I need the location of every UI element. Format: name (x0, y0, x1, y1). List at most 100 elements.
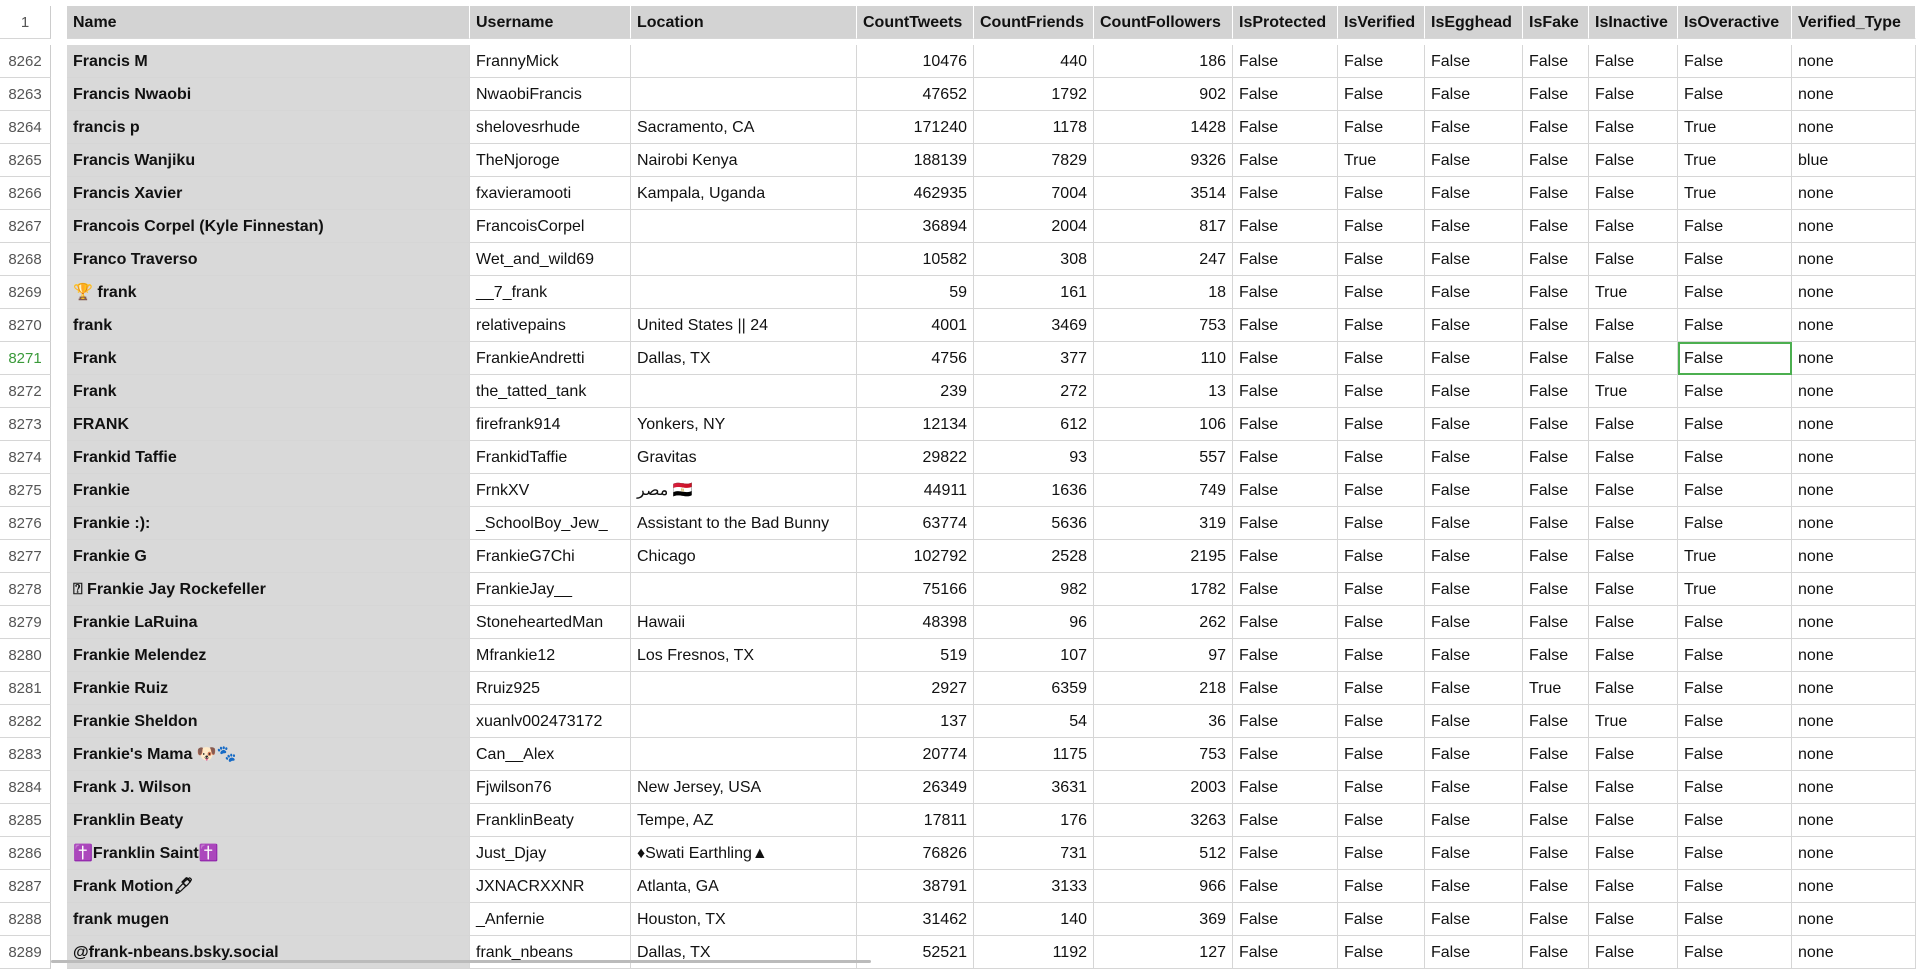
cell[interactable]: Atlanta, GA (631, 870, 857, 903)
cell[interactable]: Tempe, AZ (631, 804, 857, 837)
cell[interactable]: False (1233, 78, 1338, 111)
cell[interactable]: Wet_and_wild69 (470, 243, 631, 276)
cell[interactable]: 186 (1094, 45, 1233, 78)
cell[interactable]: Nairobi Kenya (631, 144, 857, 177)
cell[interactable]: False (1425, 408, 1523, 441)
cell[interactable]: False (1678, 606, 1792, 639)
cell[interactable]: 36894 (857, 210, 974, 243)
cell[interactable]: False (1338, 309, 1425, 342)
cell[interactable]: False (1338, 507, 1425, 540)
cell[interactable]: False (1425, 804, 1523, 837)
cell[interactable]: False (1589, 111, 1678, 144)
cell[interactable]: 20774 (857, 738, 974, 771)
cell[interactable]: False (1523, 573, 1589, 606)
cell[interactable]: Can__Alex (470, 738, 631, 771)
cell[interactable]: False (1678, 210, 1792, 243)
cell[interactable]: False (1425, 573, 1523, 606)
cell[interactable]: False (1523, 804, 1589, 837)
cell[interactable]: 902 (1094, 78, 1233, 111)
cell[interactable]: none (1792, 474, 1916, 507)
cell[interactable]: False (1338, 441, 1425, 474)
cell[interactable]: 4756 (857, 342, 974, 375)
cell[interactable]: False (1523, 540, 1589, 573)
cell[interactable]: Frankie's Mama 🐶🐾 (67, 738, 470, 771)
cell[interactable]: False (1233, 210, 1338, 243)
cell[interactable]: 817 (1094, 210, 1233, 243)
cell[interactable]: 982 (974, 573, 1094, 606)
cell[interactable]: False (1338, 804, 1425, 837)
column-header[interactable]: CountFriends (974, 6, 1094, 39)
cell[interactable]: Kampala, Uganda (631, 177, 857, 210)
cell[interactable]: True (1678, 573, 1792, 606)
cell[interactable]: True (1589, 276, 1678, 309)
cell[interactable]: False (1233, 936, 1338, 969)
cell[interactable]: none (1792, 507, 1916, 540)
cell[interactable]: New Jersey, USA (631, 771, 857, 804)
cell[interactable]: 7004 (974, 177, 1094, 210)
cell[interactable]: False (1338, 639, 1425, 672)
cell[interactable]: False (1523, 144, 1589, 177)
cell[interactable]: False (1338, 705, 1425, 738)
cell[interactable]: False (1338, 606, 1425, 639)
cell[interactable]: francis p (67, 111, 470, 144)
cell[interactable]: JXNACRXXNR (470, 870, 631, 903)
cell[interactable]: False (1589, 870, 1678, 903)
cell[interactable]: FrankidTaffie (470, 441, 631, 474)
cell[interactable]: False (1233, 276, 1338, 309)
cell[interactable]: False (1425, 606, 1523, 639)
cell[interactable]: 519 (857, 639, 974, 672)
cell[interactable]: Francois Corpel (Kyle Finnestan) (67, 210, 470, 243)
cell[interactable]: False (1338, 771, 1425, 804)
cell[interactable]: frank_nbeans (470, 936, 631, 969)
cell[interactable]: 171240 (857, 111, 974, 144)
cell[interactable]: False (1523, 177, 1589, 210)
cell[interactable]: False (1338, 111, 1425, 144)
cell[interactable]: False (1233, 474, 1338, 507)
cell[interactable]: False (1425, 540, 1523, 573)
cell[interactable]: False (1338, 474, 1425, 507)
cell[interactable]: False (1678, 309, 1792, 342)
cell[interactable]: 31462 (857, 903, 974, 936)
cell[interactable]: 1636 (974, 474, 1094, 507)
cell[interactable]: False (1523, 342, 1589, 375)
cell[interactable]: none (1792, 45, 1916, 78)
cell[interactable]: مصر 🇪🇬 (631, 474, 857, 507)
cell[interactable]: False (1338, 243, 1425, 276)
cell[interactable]: 13 (1094, 375, 1233, 408)
cell[interactable]: False (1589, 936, 1678, 969)
cell[interactable]: True (1589, 705, 1678, 738)
cell[interactable]: 110 (1094, 342, 1233, 375)
cell[interactable]: False (1425, 210, 1523, 243)
cell[interactable]: False (1338, 540, 1425, 573)
cell[interactable]: False (1523, 705, 1589, 738)
cell[interactable]: 319 (1094, 507, 1233, 540)
cell[interactable]: False (1233, 441, 1338, 474)
cell[interactable]: False (1523, 45, 1589, 78)
cell[interactable]: 247 (1094, 243, 1233, 276)
cell[interactable]: 96 (974, 606, 1094, 639)
cell[interactable]: 38791 (857, 870, 974, 903)
cell[interactable]: 10582 (857, 243, 974, 276)
cell[interactable]: False (1233, 837, 1338, 870)
cell[interactable]: 612 (974, 408, 1094, 441)
cell[interactable]: False (1678, 375, 1792, 408)
cell[interactable]: False (1589, 243, 1678, 276)
cell[interactable]: False (1678, 903, 1792, 936)
cell[interactable]: none (1792, 639, 1916, 672)
cell[interactable]: 2927 (857, 672, 974, 705)
cell[interactable]: False (1233, 738, 1338, 771)
cell[interactable]: False (1425, 342, 1523, 375)
cell[interactable]: 4001 (857, 309, 974, 342)
cell[interactable]: False (1425, 738, 1523, 771)
cell[interactable]: False (1523, 375, 1589, 408)
cell[interactable]: frank (67, 309, 470, 342)
cell[interactable]: False (1425, 903, 1523, 936)
cell[interactable] (631, 45, 857, 78)
cell[interactable]: True (1589, 375, 1678, 408)
cell[interactable]: False (1233, 705, 1338, 738)
cell[interactable]: 54 (974, 705, 1094, 738)
cell[interactable]: _Anfernie (470, 903, 631, 936)
cell[interactable]: False (1523, 474, 1589, 507)
column-header[interactable]: Name (67, 6, 470, 39)
cell[interactable]: 🏆 frank (67, 276, 470, 309)
